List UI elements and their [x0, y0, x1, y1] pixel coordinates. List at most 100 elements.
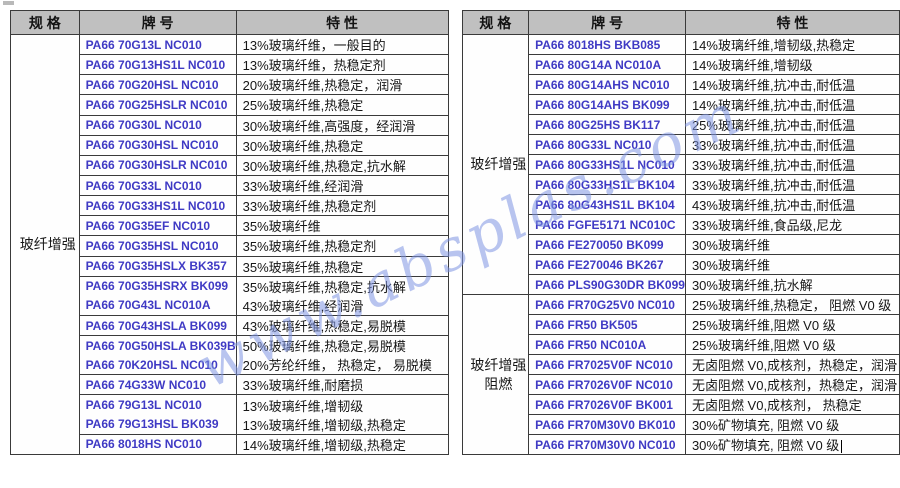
- table-row: PA66 70G30L NC010 30%玻璃纤维,高强度，经润滑: [11, 115, 449, 136]
- table-header-row: 规 格 牌 号 特 性: [10, 10, 449, 35]
- grade-cell: PA66 PLS90G30DR BK099: [528, 274, 686, 295]
- grade-cell: PA66 FR50 NC010A: [528, 334, 686, 355]
- table-row: PA66 PLS90G30DR BK099 30%玻璃纤维,抗水解: [462, 274, 900, 295]
- feature-cell: 20%玻璃纤维,热稳定，润滑: [236, 74, 449, 96]
- feature-cell: 35%玻璃纤维,热稳定,抗水解: [236, 276, 449, 296]
- table-row: PA66 80G43HS1L BK104 43%玻璃纤维,抗冲击,耐低温: [462, 194, 900, 215]
- feature-cell: 33%玻璃纤维,食品级,尼龙: [685, 214, 900, 235]
- feature-cell: 30%玻璃纤维,高强度，经润滑: [236, 115, 449, 136]
- grade-cell: PA66 80G33L NC010: [528, 134, 686, 155]
- table-row: PA66 70G43HSLA BK099 43%玻璃纤维,热稳定,易脱模: [11, 315, 449, 337]
- table-row: PA66 70G43L NC010A 43%玻璃纤维,经润滑: [11, 295, 449, 316]
- table-row: PA66 70G33HS1L NC010 33%玻璃纤维,热稳定剂: [11, 195, 449, 217]
- feature-cell: 25%玻璃纤维,热稳定: [236, 94, 449, 116]
- feature-cell: 20%芳纶纤维， 热稳定， 易脱模: [236, 355, 449, 376]
- grade-cell: PA66 70G30HSL NC010: [79, 135, 237, 156]
- grade-cell: PA66 74G33W NC010: [79, 374, 237, 396]
- feature-cell: 14%玻璃纤维,抗冲击,耐低温: [685, 94, 900, 115]
- feature-cell: 30%玻璃纤维,热稳定: [236, 135, 449, 156]
- text-cursor: [841, 440, 843, 454]
- table-row: PA66 70G13HS1L NC010 13%玻璃纤维，热稳定剂: [11, 54, 449, 76]
- grade-cell: PA66 70G50HSLA BK039B: [79, 335, 237, 356]
- table-row: PA66 80G33HS1L NC010 33%玻璃纤维,抗冲击,耐低温: [462, 154, 900, 175]
- table-row: PA66 70K20HSL NC010 20%芳纶纤维， 热稳定， 易脱模: [11, 355, 449, 376]
- feature-cell: 30%玻璃纤维,抗水解: [685, 274, 900, 295]
- table-row: PA66 FR7026V0F BK001 无卤阻燃 V0,成核剂， 热稳定: [462, 394, 900, 415]
- grade-cell: PA66 FR70G25V0 NC010: [528, 294, 686, 315]
- feature-cell: 14%玻璃纤维,增韧级,热稳定: [236, 434, 449, 456]
- feature-cell: 33%玻璃纤维,抗冲击,耐低温: [685, 174, 900, 195]
- table-row: PA66 8018HS NC010 14%玻璃纤维,增韧级,热稳定: [11, 434, 449, 456]
- table-row: PA66 80G33HS1L BK104 33%玻璃纤维,抗冲击,耐低温: [462, 174, 900, 195]
- grade-cell: PA66 80G33HS1L BK104: [528, 174, 686, 195]
- table-row: PA66 80G14AHS NC010 14%玻璃纤维,抗冲击,耐低温: [462, 74, 900, 95]
- grade-cell: PA66 FE270050 BK099: [528, 234, 686, 255]
- table-row: PA66 FGFE5171 NC010C 33%玻璃纤维,食品级,尼龙: [462, 214, 900, 235]
- feature-cell: 无卤阻燃 V0,成核剂，热稳定，润滑: [685, 374, 900, 395]
- feature-cell: 25%玻璃纤维,热稳定， 阻燃 V0 级: [685, 294, 900, 315]
- grade-cell: PA66 FR70M30V0 BK010: [528, 414, 686, 435]
- grade-cell: PA66 70G33L NC010: [79, 175, 237, 197]
- table-row: PA66 FR7025V0F NC010 无卤阻燃 V0,成核剂，热稳定，润滑: [462, 354, 900, 375]
- table-row: PA66 80G14AHS BK099 14%玻璃纤维,抗冲击,耐低温: [462, 94, 900, 115]
- grade-cell: PA66 70G25HSLR NC010: [79, 94, 237, 116]
- feature-header-cell: 特 性: [236, 10, 449, 35]
- tables-container: 规 格 牌 号 特 性 玻纤增强 PA66 70G13L NC010 13%玻璃纤维…: [10, 10, 900, 456]
- feature-cell: 25%玻璃纤维,抗冲击,耐低温: [685, 114, 900, 135]
- grade-cell: PA66 80G33HS1L NC010: [528, 154, 686, 175]
- grade-cell: PA66 80G25HS BK117: [528, 114, 686, 135]
- spec-cell: 玻纤增强: [462, 34, 530, 295]
- grade-cell: PA66 79G13HSL BK039: [79, 414, 237, 435]
- table-row: PA66 70G30HSL NC010 30%玻璃纤维,热稳定: [11, 135, 449, 156]
- table-row: 玻纤增强 PA66 70G13L NC010 13%玻璃纤维，一般目的: [10, 34, 449, 455]
- table-row: PA66 FR70M30V0 NC010 30%矿物填充, 阻燃 V0 级: [462, 434, 900, 455]
- table-row: PA66 FE270046 BK267 30%玻璃纤维: [462, 254, 900, 275]
- feature-cell: 43%玻璃纤维,热稳定,易脱模: [236, 315, 449, 337]
- grade-cell: PA66 80G14AHS BK099: [528, 94, 686, 115]
- grade-cell: PA66 70G13L NC010: [79, 34, 237, 56]
- grade-cell: PA66 70G43HSLA BK099: [79, 315, 237, 337]
- table-row: PA66 FR70M30V0 BK010 30%矿物填充, 阻燃 V0 级: [462, 414, 900, 435]
- feature-cell: 33%玻璃纤维,耐磨损: [236, 374, 449, 396]
- feature-cell: 33%玻璃纤维,抗冲击,耐低温: [685, 154, 900, 175]
- grade-header-cell: 牌 号: [79, 10, 237, 35]
- grade-cell: PA66 70K20HSL NC010: [79, 355, 237, 376]
- table-row: PA66 FR7026V0F NC010 无卤阻燃 V0,成核剂，热稳定，润滑: [462, 374, 900, 395]
- table-row: PA66 70G50HSLA BK039B 50%玻璃纤维,热稳定,易脱模: [11, 335, 449, 356]
- feature-cell: 13%玻璃纤维,增韧级,热稳定: [236, 414, 449, 435]
- feature-cell: 30%玻璃纤维,热稳定,抗水解: [236, 155, 449, 176]
- table-row: PA66 FR50 NC010A 25%玻璃纤维,阻燃 V0 级: [462, 334, 900, 355]
- table-row: PA66 79G13HSL BK039 13%玻璃纤维,增韧级,热稳定: [11, 414, 449, 435]
- grade-cell: PA66 FE270046 BK267: [528, 254, 686, 275]
- right-table: 规 格 牌 号 特 性 玻纤增强 PA66 8018HS BKB085 14%玻璃纤…: [461, 10, 900, 455]
- table-row: PA66 70G35HSRX BK099 35%玻璃纤维,热稳定,抗水解: [11, 276, 449, 296]
- grade-cell: PA66 FR7026V0F NC010: [528, 374, 686, 395]
- feature-cell: 14%玻璃纤维,增韧级,热稳定: [685, 34, 900, 55]
- grade-cell: PA66 70G43L NC010A: [79, 295, 237, 316]
- feature-cell: 25%玻璃纤维,阻燃 V0 级: [685, 334, 900, 355]
- feature-cell: 14%玻璃纤维,抗冲击,耐低温: [685, 74, 900, 95]
- grade-cell: PA66 70G35EF NC010: [79, 215, 237, 237]
- table-row: PA66 FE270050 BK099 30%玻璃纤维: [462, 234, 900, 255]
- table-row: PA66 80G14A NC010A 14%玻璃纤维,增韧级: [462, 54, 900, 75]
- grade-cell: PA66 FR50 BK505: [528, 314, 686, 335]
- grade-cell: PA66 79G13L NC010: [79, 394, 237, 415]
- feature-cell: 30%玻璃纤维: [685, 234, 900, 255]
- table-row: PA66 80G25HS BK117 25%玻璃纤维,抗冲击,耐低温: [462, 114, 900, 135]
- grade-cell: PA66 70G30L NC010: [79, 115, 237, 136]
- feature-cell: 30%矿物填充, 阻燃 V0 级: [685, 414, 900, 435]
- feature-cell: 33%玻璃纤维,抗冲击,耐低温: [685, 134, 900, 155]
- grade-header-cell: 牌 号: [528, 10, 686, 35]
- grade-cell: PA66 70G33HS1L NC010: [79, 195, 237, 217]
- spec-header-cell: 规 格: [10, 10, 80, 35]
- spec-header-cell: 规 格: [462, 10, 530, 35]
- grade-cell: PA66 80G14AHS NC010: [528, 74, 686, 95]
- table-row: PA66 70G25HSLR NC010 25%玻璃纤维,热稳定: [11, 94, 449, 116]
- corner-artifact: [3, 1, 14, 5]
- table-row: PA66 74G33W NC010 33%玻璃纤维,耐磨损: [11, 374, 449, 396]
- grade-cell: PA66 70G35HSL NC010: [79, 235, 237, 257]
- spec-cell: 玻纤增强 阻燃: [462, 294, 530, 455]
- feature-cell: 33%玻璃纤维,热稳定剂: [236, 195, 449, 217]
- grade-cell: PA66 FGFE5171 NC010C: [528, 214, 686, 235]
- table-row: PA66 70G35HSL NC010 35%玻璃纤维,热稳定剂: [11, 235, 449, 257]
